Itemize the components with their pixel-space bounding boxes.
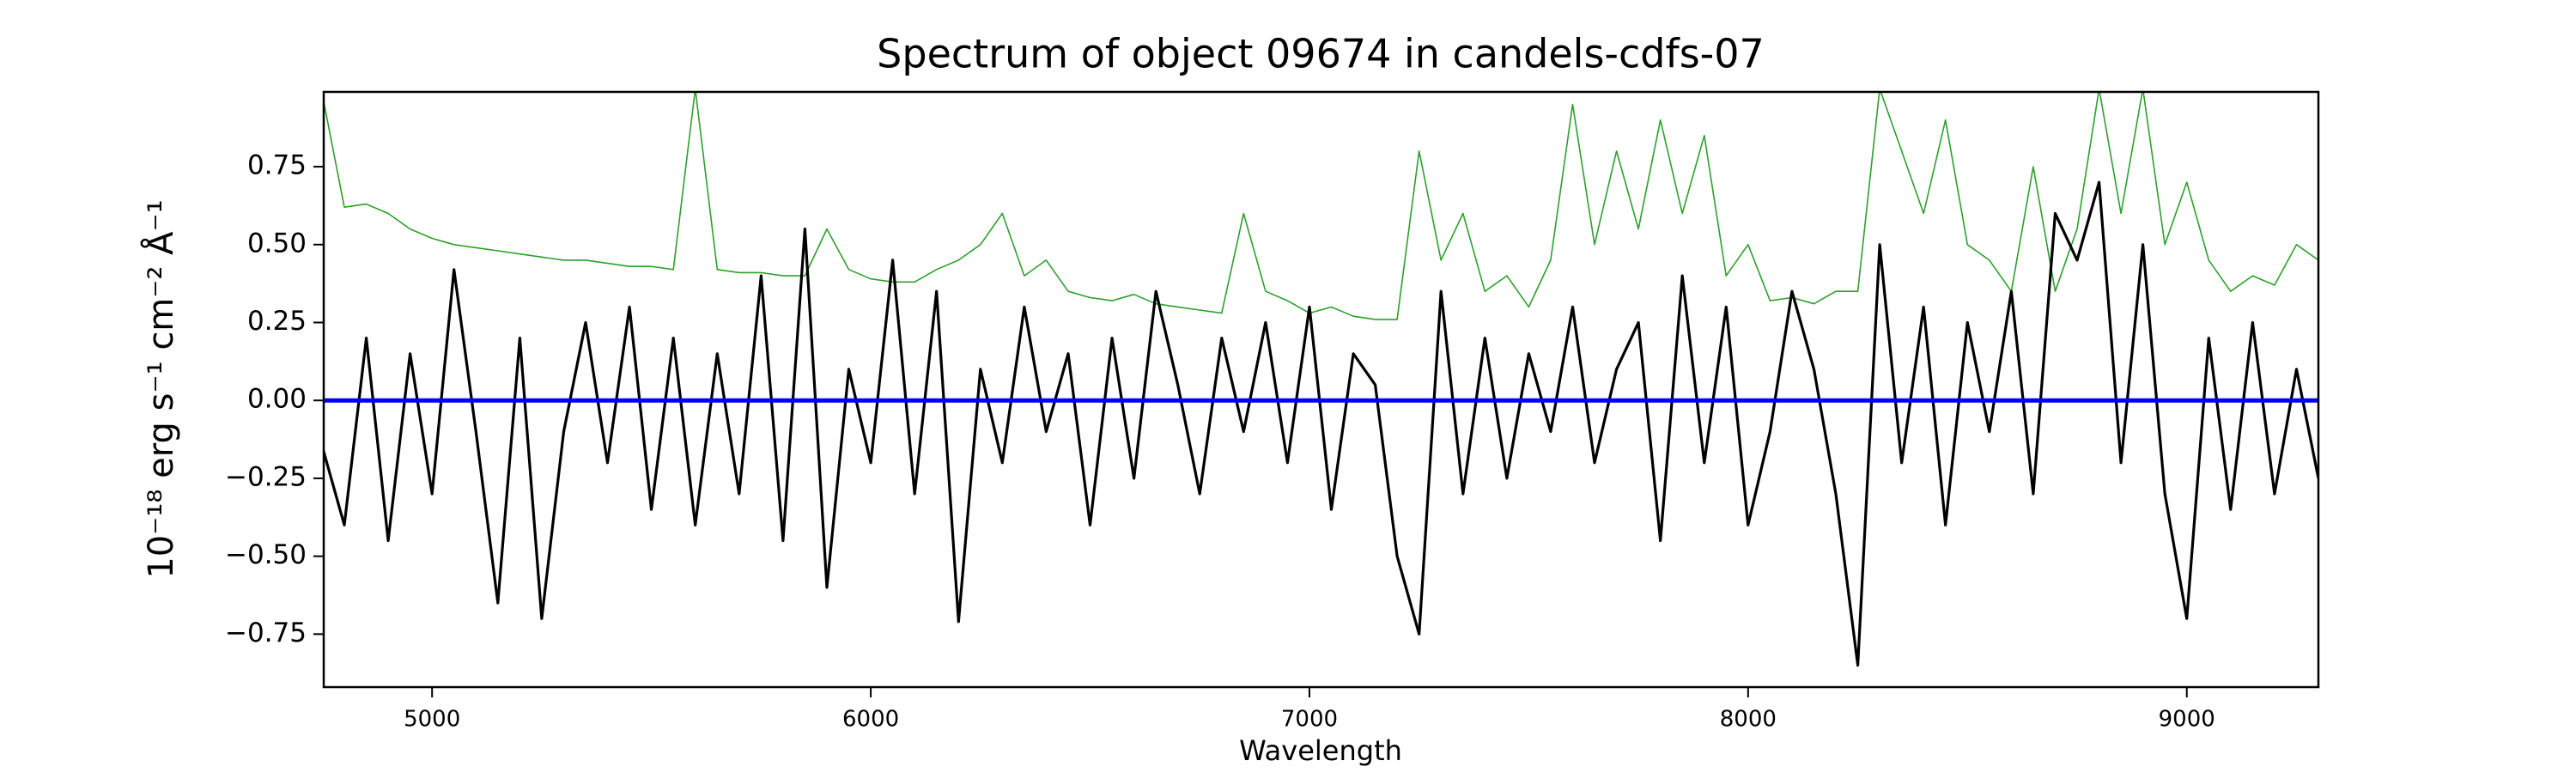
axes-frame bbox=[322, 90, 2320, 689]
x-tick-label: 5000 bbox=[404, 707, 460, 733]
chart-title: Spectrum of object 09674 in candels-cdfs… bbox=[877, 31, 1765, 77]
y-axis-label: 10⁻¹⁸ erg s⁻¹ cm⁻² Å⁻¹ bbox=[140, 199, 181, 578]
y-tick-label: −0.50 bbox=[225, 539, 307, 570]
y-tick-label: −0.25 bbox=[225, 461, 307, 492]
y-tick-label: 0.50 bbox=[247, 228, 307, 259]
plot-area bbox=[324, 92, 2318, 667]
y-tick-label: 0.75 bbox=[247, 150, 307, 181]
series-line bbox=[324, 92, 2318, 320]
y-tick-label: 0.00 bbox=[247, 384, 307, 415]
x-tick-label: 7000 bbox=[1281, 707, 1338, 733]
x-tick-label: 6000 bbox=[842, 707, 899, 733]
y-tick-label: −0.75 bbox=[225, 618, 307, 648]
y-tick-label: 0.25 bbox=[247, 306, 307, 337]
series-line bbox=[324, 180, 2318, 667]
x-axis-label: Wavelength bbox=[1239, 734, 1402, 767]
x-tick-label: 8000 bbox=[1720, 707, 1777, 733]
x-tick-label: 9000 bbox=[2159, 707, 2215, 733]
